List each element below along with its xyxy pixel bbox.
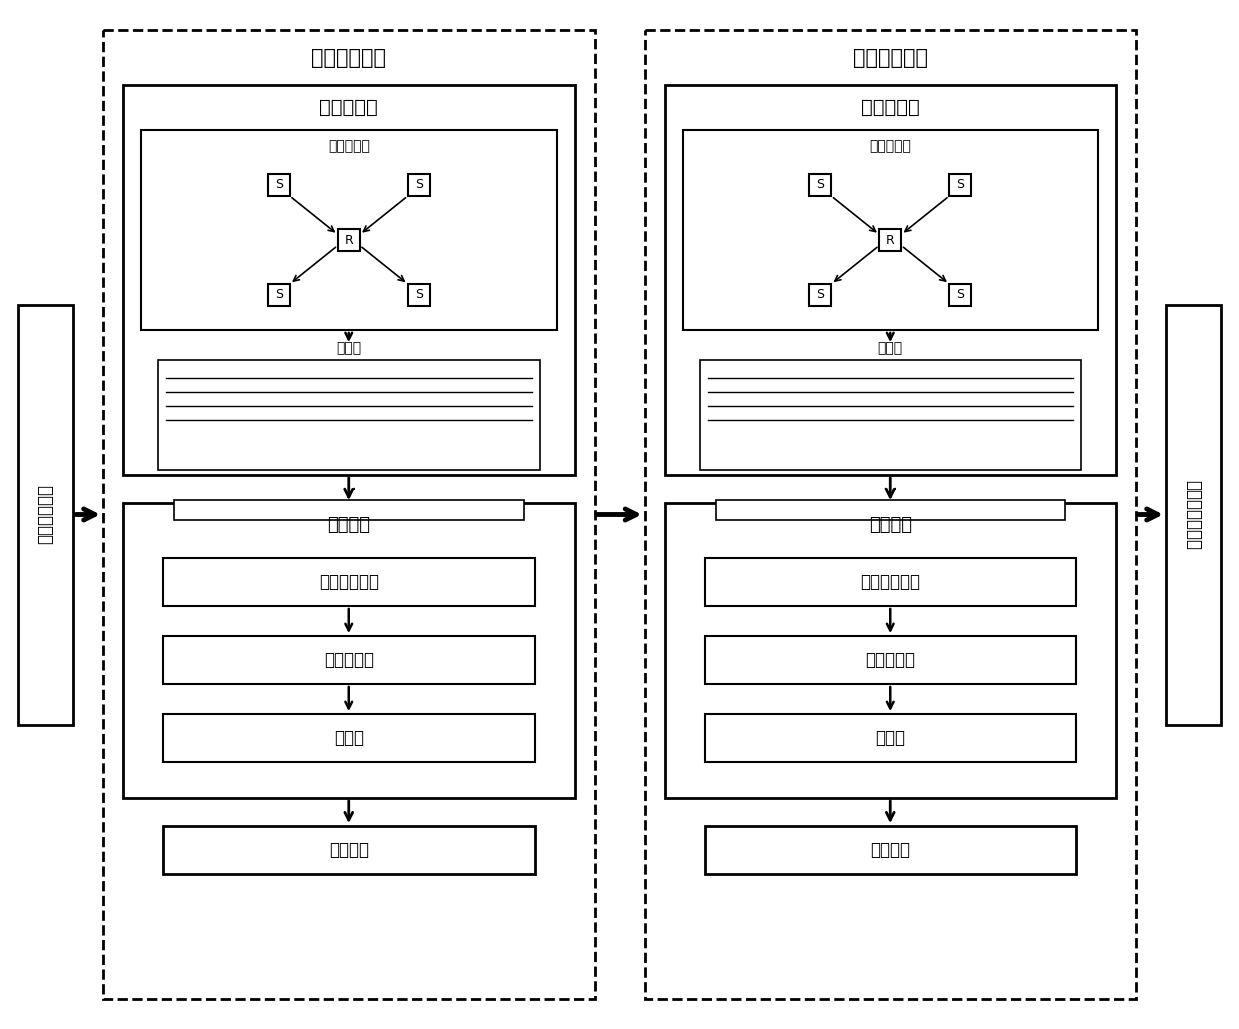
Bar [1166,305,1220,724]
Text: 逆变换: 逆变换 [875,729,906,747]
Text: S: S [957,288,964,301]
Text: S: S [817,178,824,191]
Text: S: S [415,178,422,191]
Text: R: R [344,234,353,247]
Bar [809,284,831,306]
Text: S: S [275,288,282,301]
Text: 相似块: 相似块 [877,341,903,355]
Bar [268,284,290,306]
Bar [644,30,1136,999]
Bar [715,500,1066,520]
Text: 含噪振动信号: 含噪振动信号 [36,485,55,544]
Text: 一次协同滤波: 一次协同滤波 [311,48,387,68]
Text: 聚合重构: 聚合重构 [328,841,369,859]
Text: S: S [957,178,964,191]
Text: S: S [415,288,422,301]
Bar [664,85,1116,475]
Bar [164,826,534,874]
Text: 二维线性变换: 二维线性变换 [860,573,921,591]
Bar [705,558,1075,606]
Text: ...: ... [882,476,898,494]
Bar [159,360,539,470]
Bar [164,714,534,762]
Bar [705,636,1075,684]
Text: 寻找相似块: 寻找相似块 [870,139,911,153]
Bar [166,368,532,462]
Bar [123,85,575,475]
Bar [705,826,1075,874]
Text: 相似块分组: 相似块分组 [320,98,378,116]
Bar [19,305,73,724]
Text: 去噪后振动信号: 去噪后振动信号 [1184,480,1203,549]
Bar [173,500,524,520]
Text: S: S [817,288,824,301]
Bar [164,558,534,606]
Text: 硬阈值处理: 硬阈值处理 [323,651,374,669]
Bar [408,174,430,196]
Bar [707,368,1073,462]
Text: 逆变换: 逆变换 [333,729,364,747]
Bar [664,503,1116,799]
Text: 协同滤波: 协同滤波 [869,516,912,534]
Bar [700,360,1080,470]
Text: 二维线性变换: 二维线性变换 [318,573,379,591]
Bar [949,174,971,196]
Bar [949,284,971,306]
Text: ...: ... [341,476,357,494]
Text: 聚合重构: 聚合重构 [870,841,911,859]
Bar [705,714,1075,762]
Text: 相似块: 相似块 [336,341,362,355]
Bar [268,174,290,196]
Bar [123,503,575,799]
Bar [164,636,534,684]
Text: 硬阈值处理: 硬阈值处理 [865,651,916,669]
Bar [103,30,595,999]
Bar [141,130,556,330]
Bar [809,174,831,196]
Bar [715,376,1066,454]
Bar [683,130,1098,330]
Bar [338,229,359,251]
Bar [408,284,430,306]
Bar [880,229,901,251]
Text: 寻找相似块: 寻找相似块 [328,139,369,153]
Text: S: S [275,178,282,191]
Bar [173,376,524,454]
Text: R: R [886,234,895,247]
Text: 协同滤波: 协同滤波 [327,516,370,534]
Text: 相似块分组: 相似块分组 [861,98,919,116]
Text: 二次协同滤波: 二次协同滤波 [852,48,928,68]
